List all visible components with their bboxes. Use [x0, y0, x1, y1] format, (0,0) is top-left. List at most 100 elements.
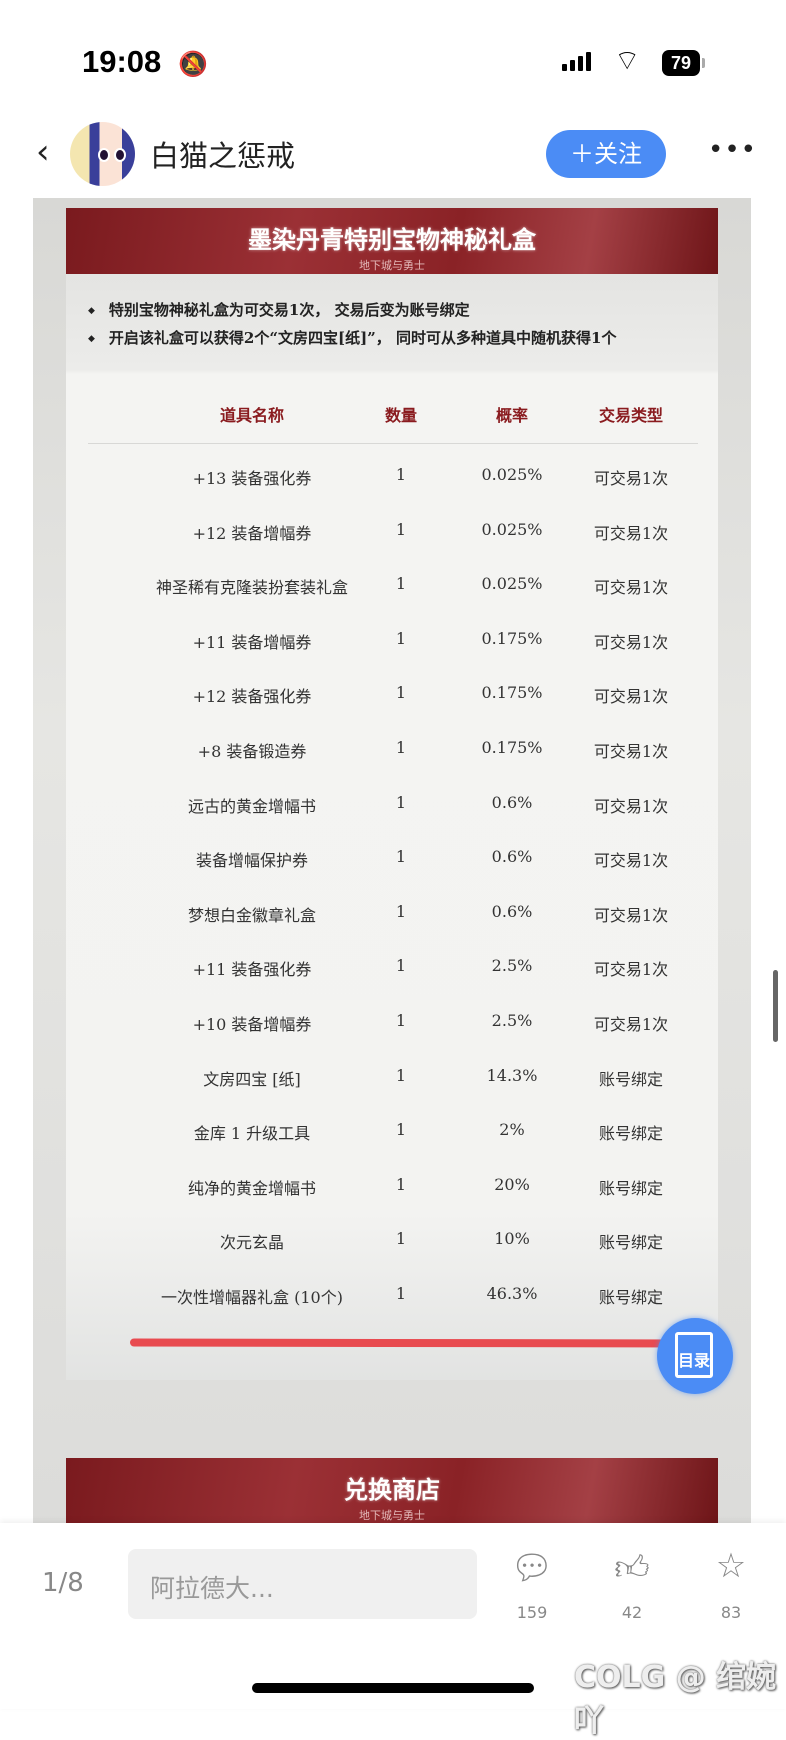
table-cell: 0.175% [481, 683, 543, 703]
star-icon[interactable]: ☆ [715, 1546, 747, 1586]
table-cell: 1 [395, 1174, 407, 1194]
cellular-signal-icon [562, 52, 591, 71]
table-cell: 远古的黄金增幅书 [187, 796, 317, 816]
wifi-icon: ⌔ [614, 44, 641, 77]
table-cell: 1 [395, 519, 407, 539]
note-item: 开启该礼盒可以获得2个“文房四宝[纸]”， 同时可从多种道具中随机获得1个 [88, 325, 617, 353]
section-banner: 墨染丹青特别宝物神秘礼盒 地下城与勇士 [66, 208, 718, 274]
table-cell: 1 [395, 1284, 407, 1303]
table-cell: 46.3% [486, 1284, 538, 1303]
like-count: 42 [621, 1603, 643, 1622]
table-cell: 神圣稀有克隆装扮套装礼盒 [155, 578, 349, 598]
table-cell: 0.025% [481, 465, 543, 484]
table-cell: 可交易1次 [593, 851, 669, 871]
table-cell: 可交易1次 [593, 796, 669, 816]
table-cell: 1 [395, 792, 407, 812]
table-cell: 可交易1次 [593, 960, 669, 980]
header-divider [88, 443, 698, 444]
table-cell: 1 [395, 738, 407, 757]
column-header: 交易类型 [598, 406, 664, 425]
table-cell: 可交易1次 [593, 1015, 669, 1034]
table-cell: 账号绑定 [598, 1288, 664, 1307]
table-cell: 1 [395, 901, 407, 921]
table-cell: 可交易1次 [593, 578, 669, 598]
table-cell: 1 [395, 1065, 407, 1085]
section-title: 兑换商店 [344, 1475, 440, 1504]
table-cell: 2.5% [491, 956, 533, 976]
table-panel [66, 274, 718, 1380]
page-indicator: 1/8 [42, 1568, 84, 1598]
table-cell: +11 装备增幅券 [192, 632, 312, 652]
column-header: 数量 [384, 406, 418, 425]
table-cell: 梦想白金徽章礼盒 [187, 905, 317, 925]
table-cell: 可交易1次 [593, 632, 669, 652]
table-cell: 可交易1次 [593, 742, 669, 761]
table-cell: 0.6% [491, 847, 533, 867]
table-cell: 0.025% [481, 574, 543, 594]
more-options-icon[interactable]: ••• [708, 135, 758, 165]
table-cell: 2% [499, 1120, 525, 1140]
status-time: 19:08 [82, 44, 162, 79]
table-cell: +11 装备强化券 [192, 960, 312, 980]
table-cell: 2.5% [491, 1011, 533, 1030]
table-cell: 1 [395, 465, 407, 484]
table-cell: 0.6% [491, 792, 533, 812]
home-indicator[interactable] [252, 1683, 534, 1693]
table-cell: 装备增幅保护券 [195, 851, 309, 871]
table-cell: 可交易1次 [593, 523, 669, 543]
table-cell: +12 装备强化券 [192, 687, 312, 707]
silent-bell-icon: 🔕 [178, 50, 208, 78]
table-cell: +8 装备锻造券 [197, 742, 307, 761]
comment-count: 159 [516, 1603, 548, 1622]
comment-input[interactable]: 阿拉德大... [128, 1549, 477, 1619]
table-cell: 10% [494, 1229, 530, 1249]
table-cell: 可交易1次 [593, 687, 669, 707]
red-annotation-line [129, 1338, 691, 1348]
note-item: 特别宝物神秘礼盒为可交易1次， 交易后变为账号绑定 [88, 297, 616, 325]
table-cell: 1 [395, 628, 407, 648]
comment-icon[interactable]: 💬︎ [510, 1548, 554, 1588]
table-cell: 1 [395, 956, 407, 976]
battery-icon: 79 [662, 50, 705, 76]
avatar[interactable] [70, 122, 135, 186]
notes-list: 特别宝物神秘礼盒为可交易1次， 交易后变为账号绑定 开启该礼盒可以获得2个“文房… [88, 297, 617, 353]
table-cell: +12 装备增幅券 [192, 523, 312, 543]
table-cell: 一次性增幅器礼盒 (10个) [161, 1288, 343, 1307]
column-header: 道具名称 [219, 406, 285, 425]
author-name[interactable]: 白猫之惩戒 [150, 139, 296, 173]
table-cell: 1 [395, 1120, 407, 1140]
table-cell: 账号绑定 [598, 1178, 664, 1198]
table-cell: 20% [494, 1174, 530, 1194]
table-cell: 1 [395, 683, 407, 703]
favorite-count: 83 [720, 1603, 742, 1622]
table-cell: 可交易1次 [593, 905, 669, 925]
table-cell: 1 [395, 847, 407, 867]
table-of-contents-button[interactable]: 目录 [657, 1318, 733, 1394]
table-cell: 1 [395, 1011, 407, 1030]
table-cell: 0.175% [481, 628, 543, 648]
table-cell: 0.025% [481, 519, 543, 539]
section-banner-2: 兑换商店 地下城与勇士 [66, 1458, 718, 1523]
back-chevron-icon[interactable]: ‹ [36, 132, 50, 172]
table-cell: 账号绑定 [598, 1124, 664, 1144]
table-cell: 0.6% [491, 901, 533, 921]
follow-button[interactable]: ＋关注 [546, 130, 666, 178]
table-cell: 0.175% [481, 738, 543, 757]
book-icon: 目录 [675, 1332, 713, 1378]
section-title: 墨染丹青特别宝物神秘礼盒 [248, 225, 536, 254]
section-subtitle: 地下城与勇士 [359, 1509, 425, 1522]
table-cell: 账号绑定 [598, 1233, 664, 1253]
table-cell: 纯净的黄金增幅书 [187, 1178, 317, 1198]
scrollbar[interactable] [773, 970, 778, 1042]
table-cell: 次元玄晶 [219, 1233, 285, 1253]
table-cell: +13 装备强化券 [192, 469, 312, 488]
table-cell: 1 [395, 1229, 407, 1249]
section-subtitle: 地下城与勇士 [359, 259, 425, 272]
table-cell: 可交易1次 [593, 469, 669, 488]
like-icon[interactable]: 👍︎ [614, 1548, 650, 1588]
column-header: 概率 [495, 406, 529, 425]
table-cell: 账号绑定 [598, 1069, 664, 1089]
table-cell: 14.3% [486, 1065, 538, 1085]
table-cell: 金库 1 升级工具 [193, 1124, 311, 1144]
watermark: COLG @ 绾婉吖 [574, 1660, 777, 1739]
